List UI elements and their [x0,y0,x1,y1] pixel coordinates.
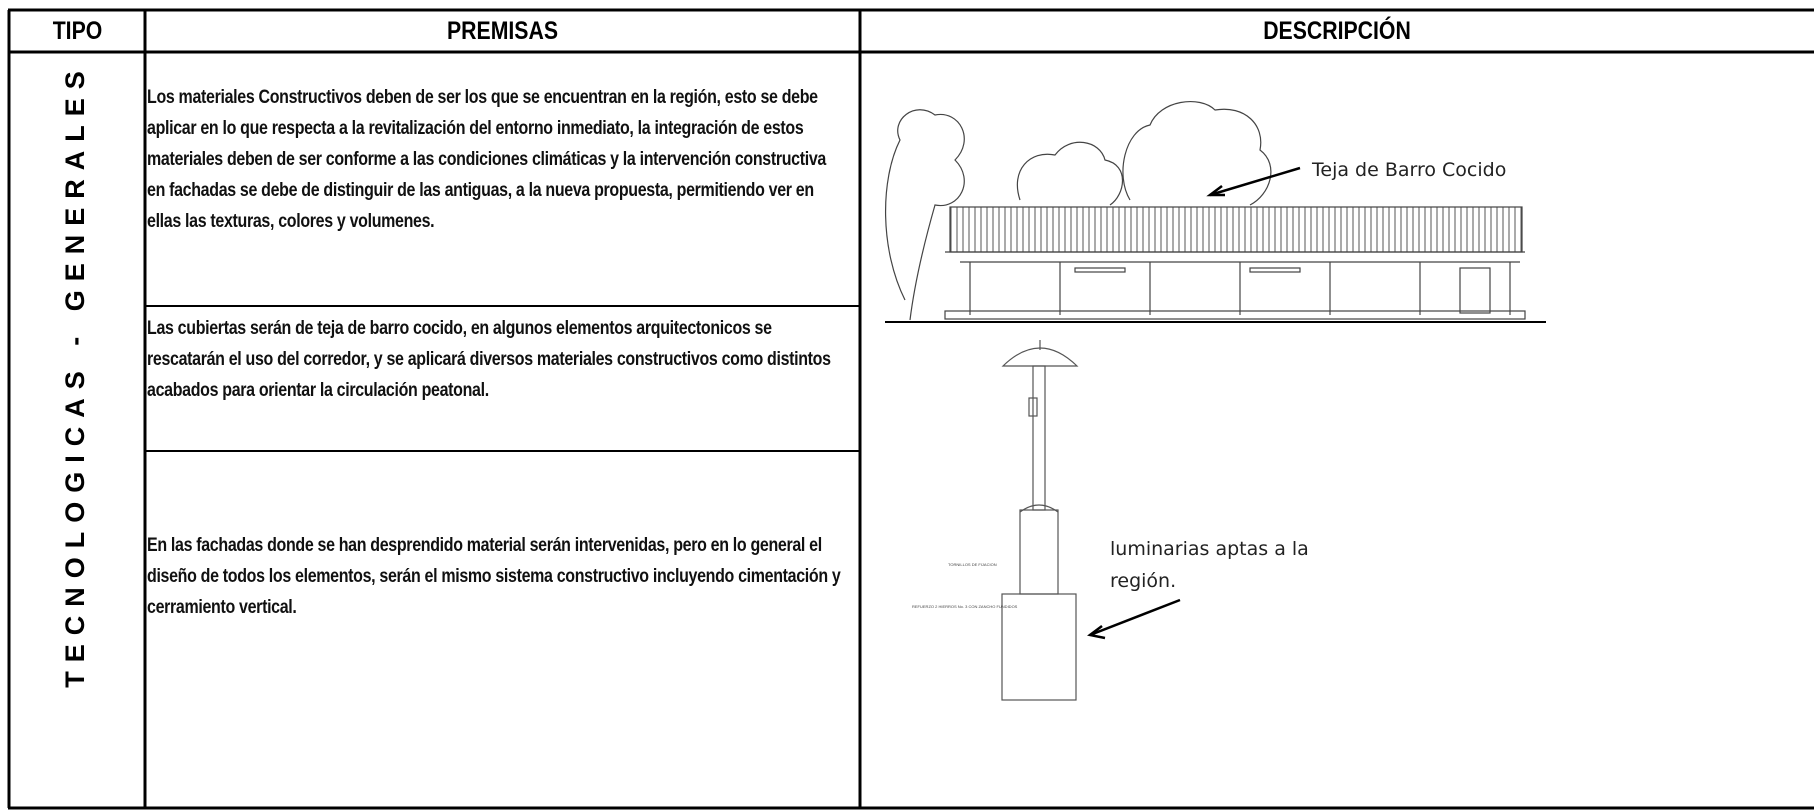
lamp-note: luminarias aptas a la [1110,538,1309,560]
premisa-text: Las cubiertas serán de teja de barro coc… [147,317,831,401]
lamp-drawing [1001,340,1181,701]
header-descripcion: DESCRIPCIÓN [1263,16,1411,45]
header-premisas: PREMISAS [446,16,559,45]
lamp-detail: TORNILLOS DE FIJACION [948,562,997,567]
header-tipo: TIPO [52,16,103,45]
roof-note: Teja de Barro Cocido [1311,159,1506,181]
premisa-text: En las fachadas donde se han desprendido… [147,534,841,618]
premisa-text: Los materiales Constructivos deben de se… [147,86,826,232]
grid-lines [7,8,1814,810]
building-drawing [885,101,1546,323]
tipo-label: TECNOLOGICAS - GENERALES [60,62,90,688]
lamp-note: región. [1110,570,1176,592]
lamp-detail: REFUERZO 2 HIERROS No. 3 CON ZANCHO FUND… [912,604,1018,609]
